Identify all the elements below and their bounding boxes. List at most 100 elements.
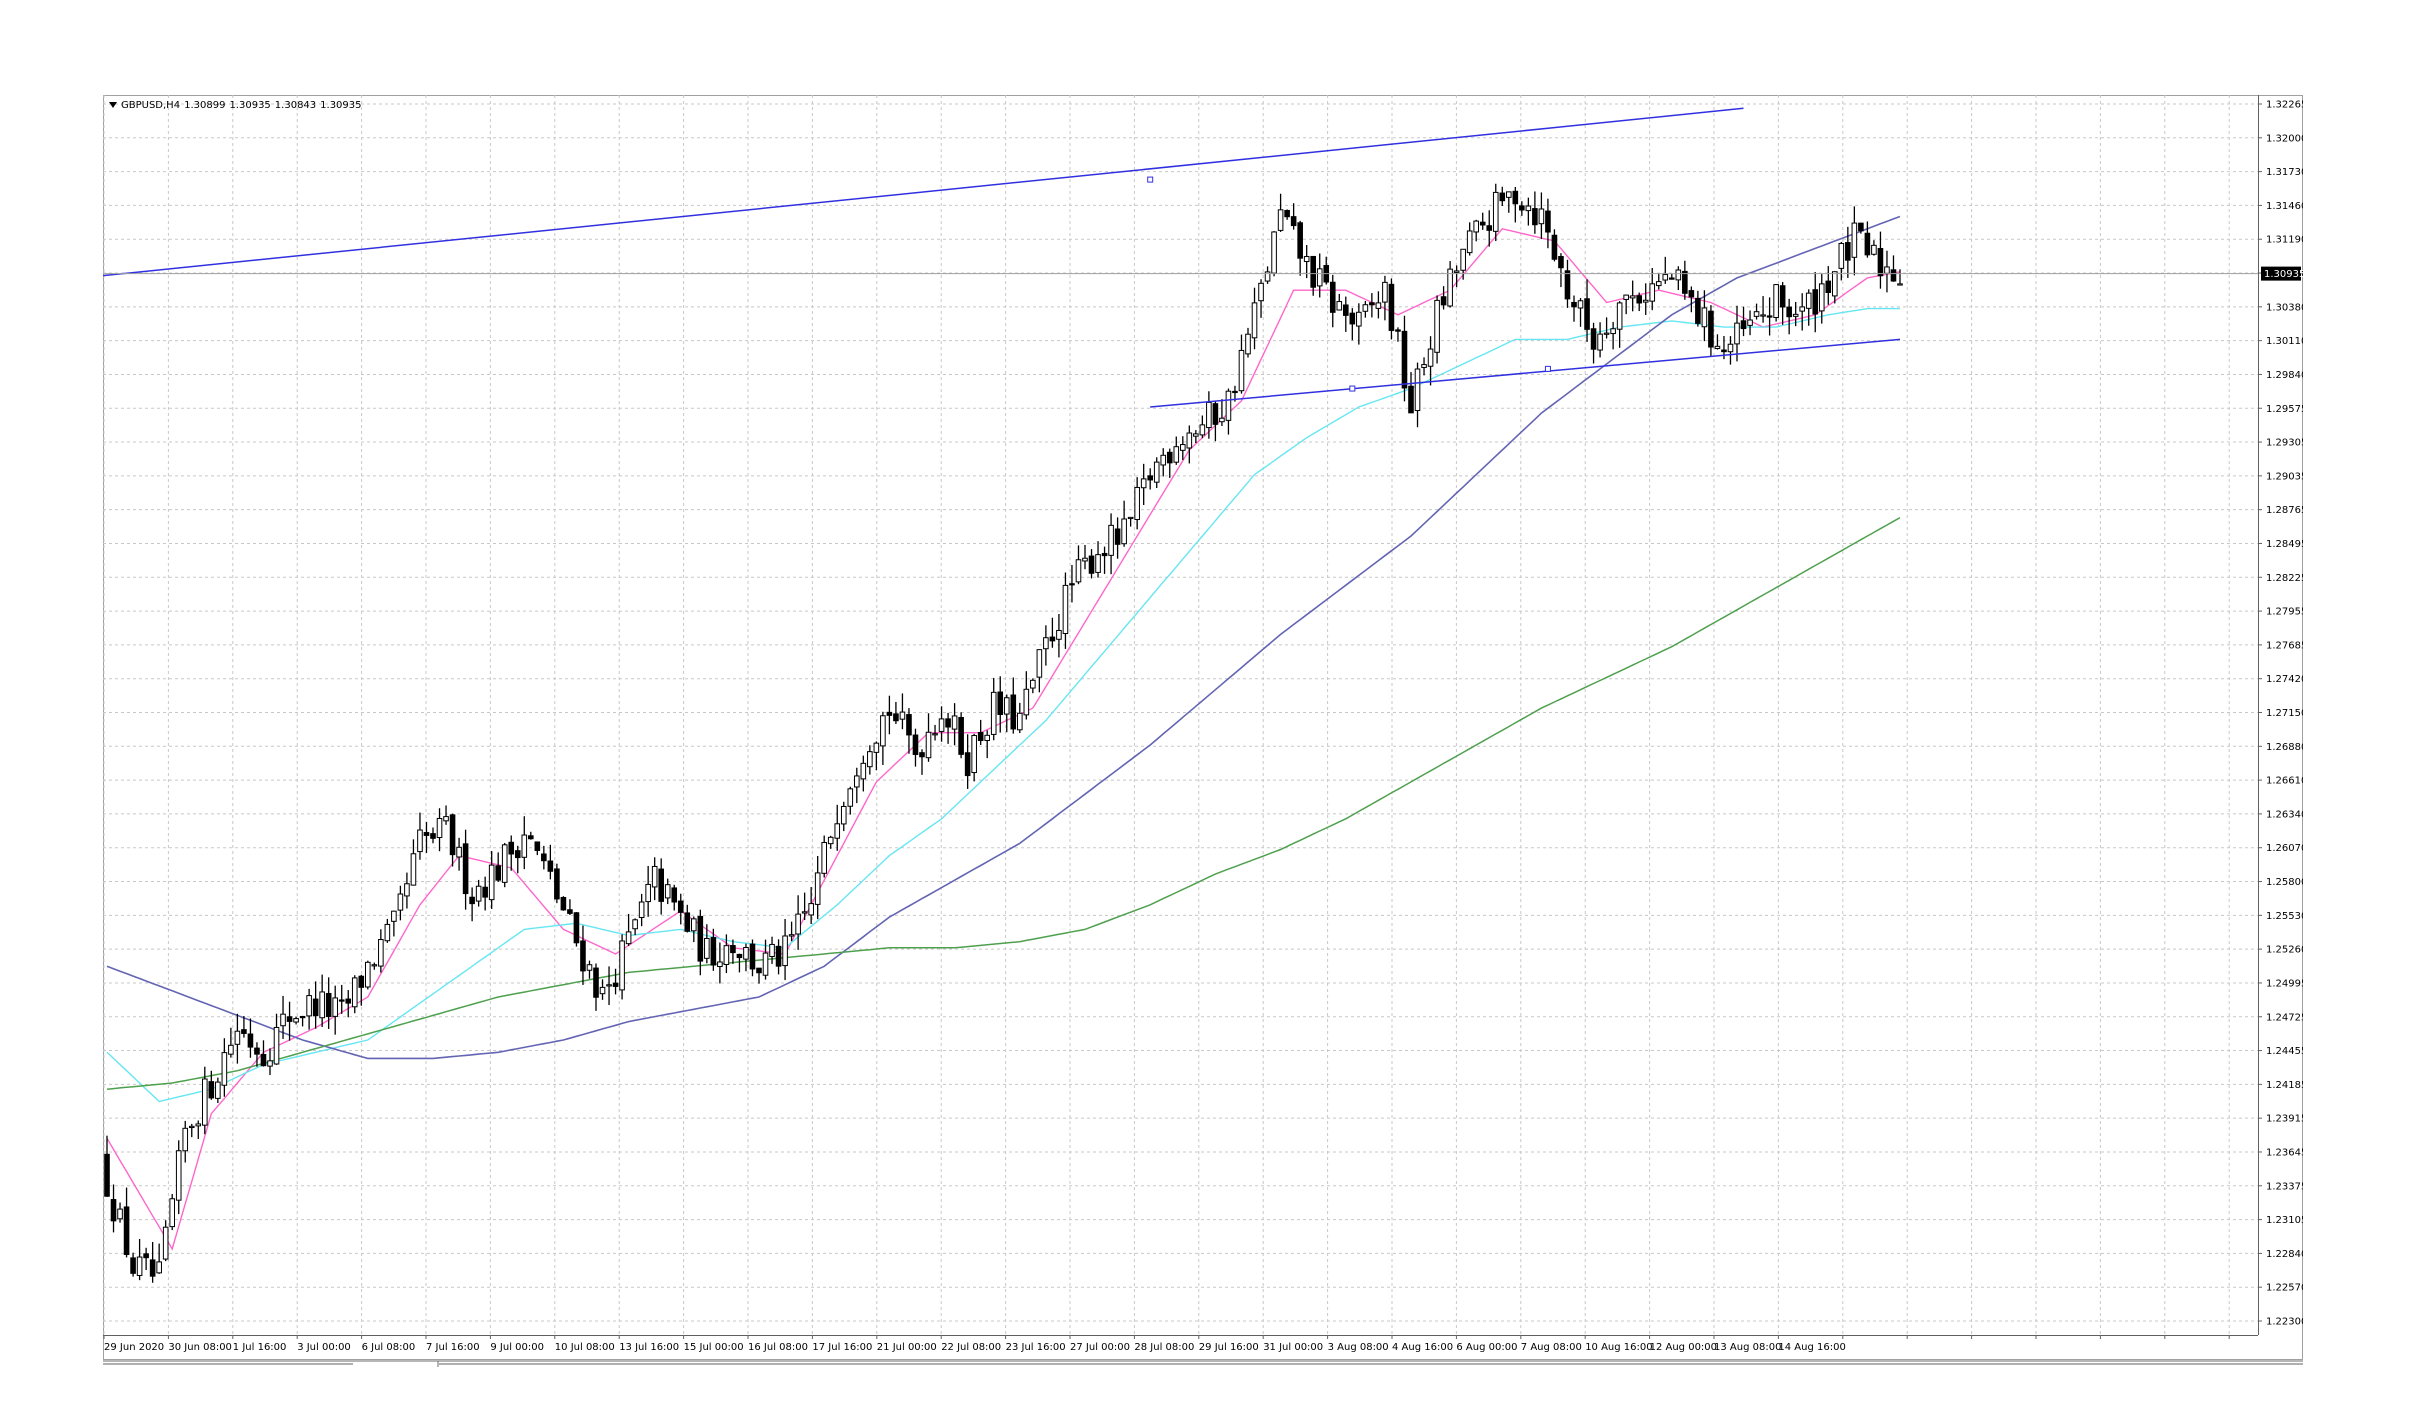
candle <box>756 967 762 984</box>
candle <box>273 1013 280 1065</box>
ma-fast-line <box>106 228 1901 1251</box>
candle <box>1310 255 1317 296</box>
chart-svg[interactable]: 1.322651.320001.317301.314601.311901.306… <box>103 95 2303 1360</box>
candle <box>417 812 423 860</box>
candle <box>1297 220 1303 276</box>
candle <box>893 701 899 725</box>
candle <box>1356 303 1362 345</box>
candle <box>1532 191 1538 234</box>
candle <box>175 1140 182 1215</box>
candle <box>1075 545 1082 585</box>
candle <box>254 1042 260 1067</box>
candle <box>854 767 860 804</box>
candle <box>234 1013 241 1064</box>
candle <box>1395 327 1401 342</box>
candle <box>1349 308 1356 341</box>
chart-frame <box>103 95 2303 1360</box>
candle <box>325 977 332 1029</box>
candle <box>1890 255 1897 282</box>
candle <box>788 921 795 942</box>
y-tick-label: 1.26880 <box>2266 742 2303 753</box>
trendlines[interactable] <box>103 107 1901 408</box>
candle <box>117 1202 123 1223</box>
candle <box>521 816 528 870</box>
candle <box>932 724 938 741</box>
candle <box>443 805 449 825</box>
candle <box>1082 544 1088 570</box>
chart-tab-strip <box>103 1360 2303 1367</box>
candle <box>1219 399 1225 426</box>
candle <box>299 1015 306 1027</box>
symbol-menu-triangle-icon[interactable] <box>109 102 117 108</box>
ma-slow-line <box>106 215 1901 1060</box>
candle <box>1858 222 1864 234</box>
ohlc-low: 1.30843 <box>274 100 317 111</box>
candle <box>312 981 319 1029</box>
candle <box>619 934 625 1000</box>
trendline-1[interactable] <box>103 107 1744 278</box>
x-tick-label: 29 Jun 2020 <box>104 1342 164 1353</box>
candle <box>482 876 488 911</box>
candle <box>736 953 743 973</box>
trendline-2[interactable] <box>1150 338 1901 408</box>
y-tick-label: 1.26070 <box>2266 843 2303 854</box>
candle <box>925 713 932 762</box>
x-tick-label: 6 Jul 08:00 <box>362 1342 416 1353</box>
candle <box>1792 301 1799 327</box>
candle <box>1427 336 1434 386</box>
candle <box>730 939 736 964</box>
x-tick-label: 22 Jul 08:00 <box>941 1342 1001 1353</box>
y-tick-label: 1.23915 <box>2266 1114 2303 1125</box>
candle <box>136 1239 143 1281</box>
x-tick-label: 29 Jul 16:00 <box>1199 1342 1259 1353</box>
symbol-name: GBPUSD,H4 <box>121 100 181 111</box>
trendline-anchor[interactable] <box>1147 176 1154 183</box>
candle <box>1140 463 1147 506</box>
candle <box>1388 278 1395 340</box>
candle <box>1649 267 1656 311</box>
candle <box>130 1252 136 1277</box>
candle <box>1805 289 1812 326</box>
candle <box>1682 260 1688 300</box>
candle <box>1173 436 1180 465</box>
candle <box>1753 303 1760 320</box>
candle <box>1062 572 1069 649</box>
trendline-anchor[interactable] <box>1349 385 1356 392</box>
y-tick-label: 1.25800 <box>2266 877 2303 888</box>
candle <box>1108 513 1114 575</box>
candle <box>1734 305 1740 362</box>
trendline-anchor[interactable] <box>1544 365 1551 372</box>
candle <box>1773 284 1779 322</box>
candle <box>1838 241 1845 281</box>
chart-window[interactable]: 1.322651.320001.317301.314601.311901.306… <box>103 95 2303 1360</box>
candle <box>1818 273 1825 324</box>
candle <box>1577 298 1584 327</box>
candle <box>1825 266 1832 305</box>
candle <box>710 928 717 971</box>
candle <box>743 943 749 972</box>
candle <box>1264 266 1271 284</box>
ohlc-open: 1.30899 <box>184 100 226 111</box>
candle <box>964 734 971 789</box>
y-tick-label: 1.29575 <box>2266 404 2303 415</box>
candle <box>1206 391 1212 439</box>
candle <box>1401 315 1408 402</box>
candle <box>1414 362 1421 428</box>
x-tick-label: 3 Jul 00:00 <box>297 1342 351 1353</box>
y-tick-label: 1.28225 <box>2266 573 2303 584</box>
candle <box>1597 322 1603 358</box>
candle <box>1362 301 1369 318</box>
x-tick-label: 10 Aug 16:00 <box>1585 1342 1652 1353</box>
ohlc-high: 1.30935 <box>229 100 271 111</box>
y-tick-label: 1.22300 <box>2266 1317 2303 1328</box>
y-tick-label: 1.29305 <box>2266 438 2303 449</box>
candle <box>1375 291 1382 319</box>
y-tick-label: 1.28495 <box>2266 539 2303 550</box>
candle <box>971 733 977 782</box>
candle <box>195 1120 202 1139</box>
candle <box>1845 226 1851 278</box>
candle <box>397 885 404 921</box>
candle <box>769 936 775 964</box>
candle <box>514 845 521 874</box>
candle <box>469 887 475 922</box>
